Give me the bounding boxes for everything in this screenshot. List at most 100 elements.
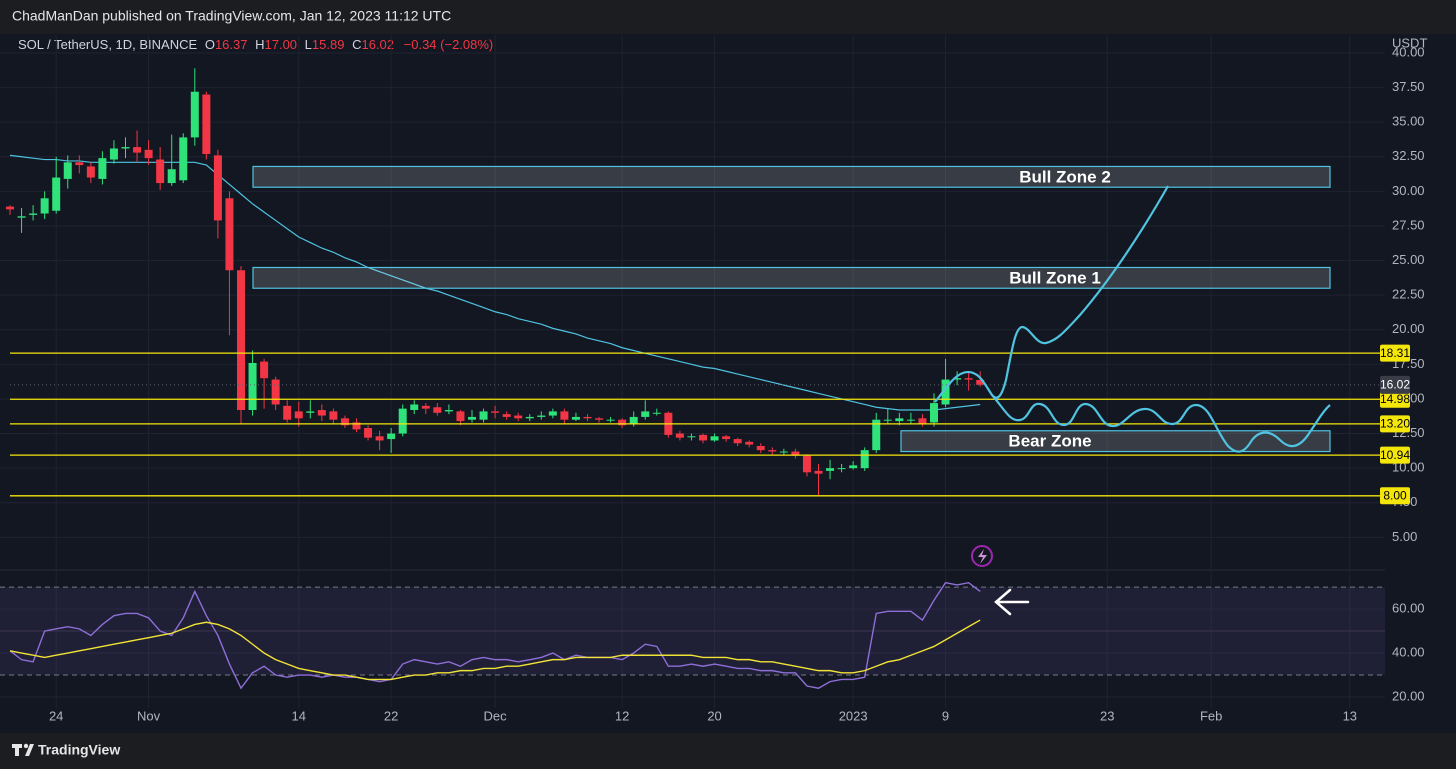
ohlc-label: L [305,37,312,52]
candle-body [595,418,604,420]
candle-body [456,411,465,422]
candle-body [63,162,72,179]
candle-body [964,378,973,380]
candle-body [352,422,361,430]
y-tick-label: 40.00 [1392,44,1425,59]
candle-body [860,450,869,469]
candle-body [29,213,38,215]
ohlc-value: 17.00 [265,37,298,52]
candle-body [733,439,742,444]
candle-body [571,416,580,420]
legend: SOL / TetherUS, 1D, BINANCE O16.37 H17.0… [18,37,493,52]
candle-body [144,149,153,159]
x-tick-label: 22 [384,708,398,723]
change: −0.34 (−2.08%) [404,37,494,52]
candle-body [710,436,719,441]
candle-body [895,418,904,422]
annotations [934,185,1331,616]
x-tick-label: Feb [1200,708,1222,723]
level-label: 14.98 [1380,392,1410,406]
candle-body [433,407,442,413]
candle-body [675,433,684,438]
published-line: ChadManDan published on TradingView.com,… [12,8,451,24]
footer-bar [0,733,1456,769]
zone-label: Bull Zone 2 [1019,167,1111,186]
candle-body [121,147,130,149]
level-label-box [1380,487,1410,505]
candle-body [40,198,49,214]
candle-body [306,411,315,413]
zone-label: Bear Zone [1008,432,1091,451]
candle-body [167,169,176,184]
candle-body [52,177,61,211]
level-label-box [1380,446,1410,464]
candle-body [491,411,500,413]
candle-body [364,428,373,438]
candle-body [202,94,211,155]
x-tick-label: Nov [137,708,161,723]
level-label-box [1380,390,1410,408]
candle-body [756,445,765,451]
brand-logo [12,743,34,756]
candle-body [652,412,661,414]
candle-body [156,159,165,184]
candle-body [86,166,95,178]
rsi-line [9,619,981,681]
candle-body [260,361,269,379]
candle-body [537,415,546,417]
y-tick-label: 25.00 [1392,252,1425,267]
candle-body [779,451,788,453]
level-label: 10.94 [1380,448,1410,462]
last-price-box [1380,375,1410,394]
alert-icon [971,545,993,567]
candle-body [17,216,26,218]
candle-body [213,155,222,221]
candle-body [248,362,257,411]
x-tick-label: 12 [615,708,629,723]
candle-body [814,470,823,474]
y-tick-label: 35.00 [1392,114,1425,129]
candle-body [109,148,118,160]
zone [900,430,1331,453]
candle-body [791,451,800,456]
symbol: SOL / TetherUS, 1D, BINANCE [18,37,198,52]
y-unit: USDT [1392,35,1427,50]
level-label: 13.20 [1380,417,1410,431]
candle-body [606,419,615,421]
candle-body [179,137,188,181]
y-tick-label: 37.50 [1392,79,1425,94]
y-tick-label: 20.00 [1392,321,1425,336]
x-tick-label: 24 [49,708,63,723]
y-tick-label: 40.00 [1392,644,1425,659]
candle-body [525,416,534,419]
zone [252,266,1331,289]
candle-body [953,378,962,380]
x-tick-label: 20 [707,708,721,723]
ohlc-label: O [205,37,215,52]
candle-body [883,419,892,421]
candle-body [468,416,476,420]
x-tick-label: 2023 [839,708,868,723]
candle-body [872,419,881,451]
projection-bull [934,185,1169,403]
y-tick-label: 60.00 [1392,601,1425,616]
level-label: 8.00 [1383,488,1407,502]
x-tick-label: Dec [484,708,508,723]
candle-body [826,468,835,471]
candle-body [802,455,811,473]
y-tick-label: 32.50 [1392,148,1425,163]
candle-body [225,198,234,271]
candle-body [502,414,511,417]
candle-body [837,468,846,470]
projection-bear [991,394,1331,453]
candle-body [976,379,985,385]
y-tick-label: 5.00 [1392,529,1417,544]
candle-body [583,416,592,419]
candle-body [294,411,303,419]
level-label-box [1380,344,1410,362]
candle-body [98,158,107,179]
ohlc-value: 16.02 [361,37,394,52]
candle-body [906,419,915,421]
